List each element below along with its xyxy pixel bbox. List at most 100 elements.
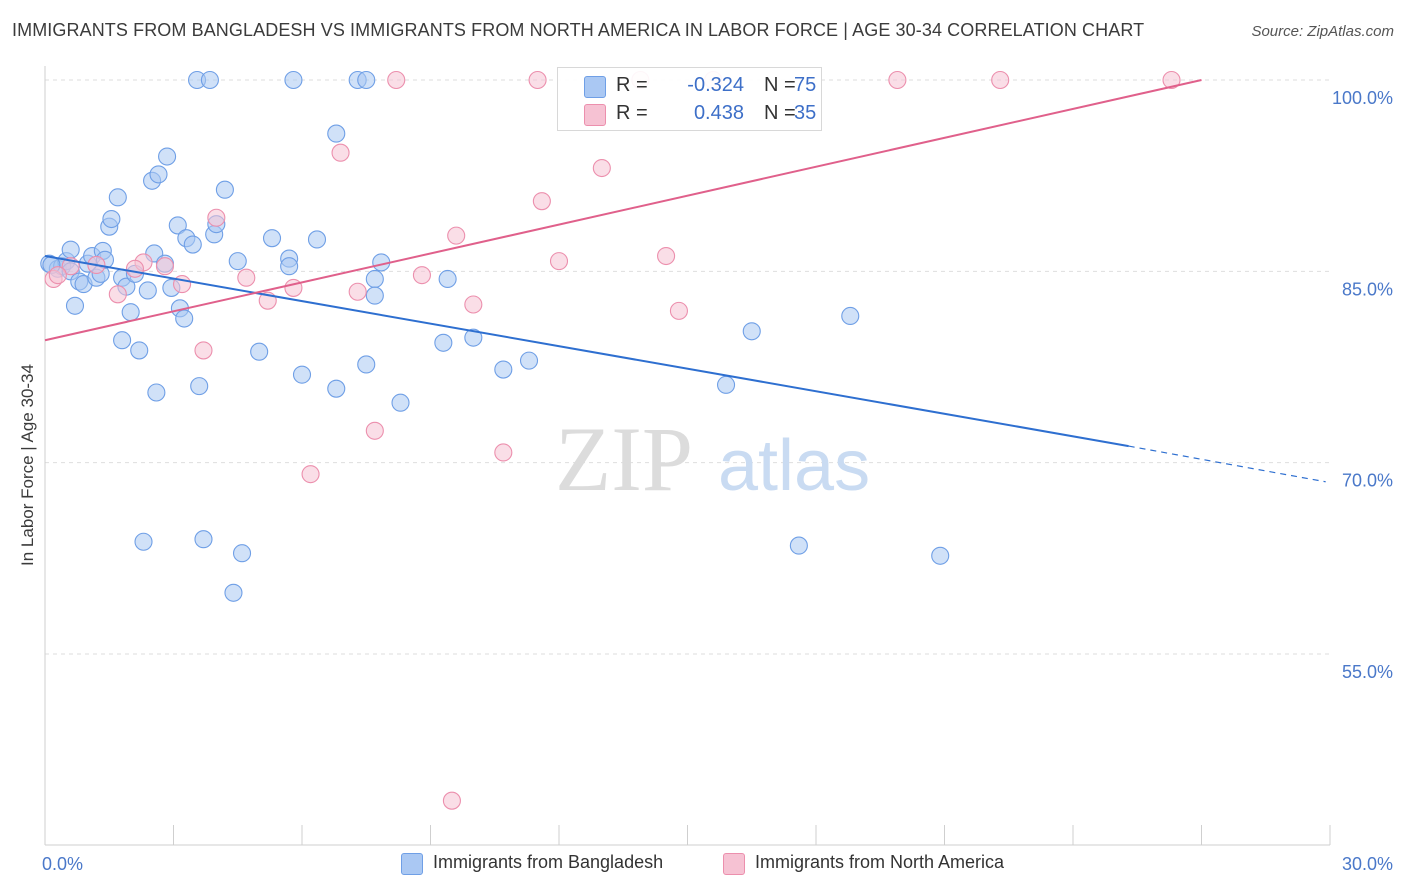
point-bangladesh [61,240,80,259]
point-bangladesh [108,188,127,207]
point-bangladesh [464,328,483,347]
point-bangladesh [194,530,213,549]
point-north-america [592,158,611,178]
legend-n-label: N = [764,102,796,124]
point-bangladesh [327,379,346,398]
point-north-america [528,70,547,90]
bottom-legend-swatch-pink [723,853,745,875]
legend-swatch-pink [584,104,606,126]
trend-lines [44,79,1326,483]
point-bangladesh [232,544,252,563]
point-north-america [237,268,256,287]
point-bangladesh [365,286,384,305]
point-bangladesh [134,532,153,551]
point-north-america [48,266,67,285]
point-bangladesh [224,583,243,602]
point-bangladesh [716,375,736,394]
point-bangladesh [102,209,121,229]
point-bangladesh [357,70,376,90]
point-bangladesh [365,269,384,289]
legend-n-label: N = [764,74,796,96]
point-bangladesh [228,252,247,271]
point-north-america [549,252,569,271]
trend-line-bangladesh-extrapolated [1128,445,1326,483]
point-north-america [1162,70,1181,90]
point-bangladesh [841,306,860,326]
point-bangladesh [113,331,132,350]
chart-title: IMMIGRANTS FROM BANGLADESH VS IMMIGRANTS… [12,20,1145,40]
point-bangladesh [158,147,177,166]
point-bangladesh [357,355,376,374]
point-north-america [532,192,551,211]
trend-line-north-america [44,79,1202,342]
y-tick-label: 55.0% [1342,662,1393,682]
point-bangladesh [931,546,950,565]
point-north-america [669,301,688,320]
point-bangladesh [292,365,312,384]
point-north-america [301,465,320,484]
source-label: Source: ZipAtlas.com [1251,23,1394,40]
data-points [40,70,1181,810]
legend-swatch-blue [584,76,606,98]
point-bangladesh [327,124,346,143]
point-bangladesh [147,383,166,402]
bottom-legend-label: Immigrants from Bangladesh [433,852,664,872]
point-north-america [442,791,461,810]
watermark-atlas: atlas [718,426,870,506]
point-north-america [365,421,384,440]
point-bangladesh [789,536,808,555]
x-tick-label: 0.0% [42,854,83,874]
legend-n-value: 75 [794,74,817,96]
point-bangladesh [215,180,234,199]
bottom-legend-label: Immigrants from North America [755,852,1005,872]
point-bangladesh [250,342,269,361]
point-bangladesh [130,341,149,360]
point-north-america [194,341,213,360]
point-north-america [494,443,513,462]
point-north-america [207,208,226,227]
tick-labels: 100.0% 85.0% 70.0% 55.0% 0.0% 30.0% [42,88,1393,874]
point-bangladesh [438,269,457,289]
x-tick-label: 30.0% [1342,854,1393,874]
point-north-america [155,257,174,276]
point-bangladesh [190,377,209,396]
point-north-america [991,70,1010,90]
point-bangladesh [434,333,453,352]
point-bangladesh [200,70,219,90]
point-north-america [108,285,127,304]
y-tick-label: 100.0% [1332,88,1393,108]
y-tick-label: 85.0% [1342,279,1393,299]
legend-r-label: R = [616,102,648,124]
watermark-zip: ZIP [555,408,693,510]
point-bangladesh [138,281,157,300]
trend-line-bangladesh [44,255,1129,448]
point-bangladesh [391,393,410,412]
point-bangladesh [175,309,194,328]
point-bangladesh [168,216,187,235]
point-north-america [464,295,483,314]
gridlines [45,79,1330,655]
point-bangladesh [183,235,202,254]
point-bangladesh [742,322,761,341]
point-north-america [331,143,350,162]
point-bangladesh [262,229,282,248]
stats-legend: R = -0.324 N = 75 R = 0.438 N = 35 [557,67,822,131]
point-bangladesh [494,360,513,379]
point-north-america [348,282,367,301]
axes [44,66,1331,846]
bottom-legend-swatch-blue [401,853,423,875]
point-bangladesh [121,303,140,322]
point-north-america [447,226,466,245]
legend-n-value: 35 [794,102,817,124]
point-bangladesh [149,165,168,184]
legend-r-value: -0.324 [687,74,744,96]
legend-r-value: 0.438 [693,102,744,124]
legend-r-label: R = [616,74,648,96]
y-tick-label: 70.0% [1342,471,1393,491]
point-bangladesh [284,70,303,90]
point-north-america [412,266,431,285]
point-north-america [657,246,676,266]
point-north-america [125,259,144,278]
point-bangladesh [307,230,327,249]
